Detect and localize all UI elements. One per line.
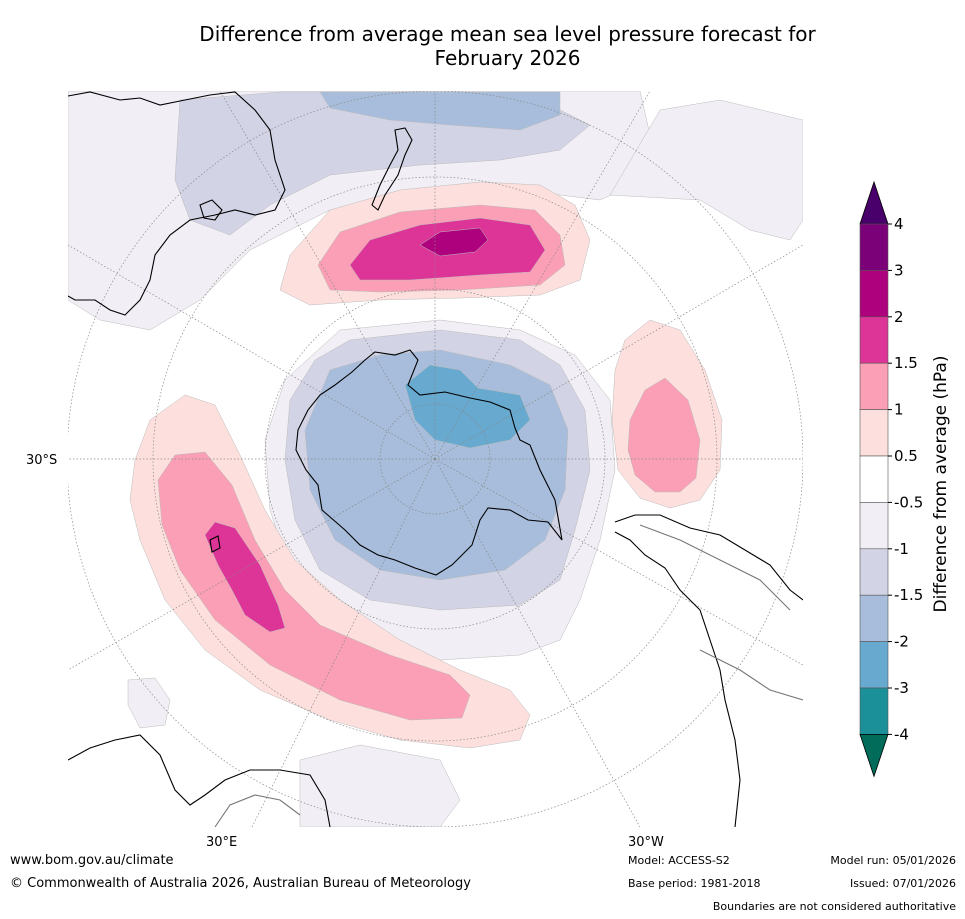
title-line-2: February 2026 [434,46,581,70]
graticule-circle [152,176,718,742]
anomaly-pos-1-east [627,377,701,493]
africa-border [214,794,301,827]
graticule-meridian [434,458,803,666]
footer-url[interactable]: www.bom.gov.au/climate [10,853,174,868]
australia-coastline [68,91,286,316]
africa-coastline [68,734,331,827]
graticule-meridian [434,244,803,460]
anomaly-pos-1-west [157,451,471,721]
anomaly-neg-0-5-region-west [127,677,171,729]
anomaly-neg-1-5-region [319,91,561,131]
graticule-meridian [219,91,436,460]
latitude-label-30s: 30°S [26,453,57,468]
chart-title: Difference from average mean sea level p… [150,22,865,70]
antarctica-coastline [295,349,563,576]
graticule-meridian [434,458,641,827]
tasmania-coastline [199,199,223,221]
footer-base-period: Base period: 1981-2018 [628,877,761,890]
footer-model-run: Model run: 05/01/2026 [830,854,956,867]
anomaly-neg-0-5-region [609,99,803,241]
graticule-meridian [68,458,436,671]
footer-disclaimer: Boundaries are not considered authoritat… [712,900,956,913]
south-america-coastline [614,514,803,827]
longitude-label-30w: 30°W [628,835,664,850]
anomaly-pos-1-5-west [204,521,286,633]
footer-issued: Issued: 07/01/2026 [849,877,956,890]
new-zealand-coastline [371,127,413,211]
south-america-border [639,524,803,701]
graticule-circle [379,403,491,515]
anomaly-neg-0-5-region-south [299,744,461,827]
title-line-1: Difference from average mean sea level p… [199,22,816,46]
graticule [68,91,803,827]
anomaly-neg-2-core [404,364,531,449]
longitude-label-30e: 30°E [206,835,237,850]
footer-copyright: © Commonwealth of Australia 2026, Austra… [10,876,471,891]
madagascar-coastline [209,535,221,553]
anomaly-pos-2-north [419,227,489,257]
footer-model: Model: ACCESS-S2 [628,854,730,867]
graticule-meridian [68,244,436,460]
coastlines [68,91,803,827]
graticule-circle [264,288,606,630]
